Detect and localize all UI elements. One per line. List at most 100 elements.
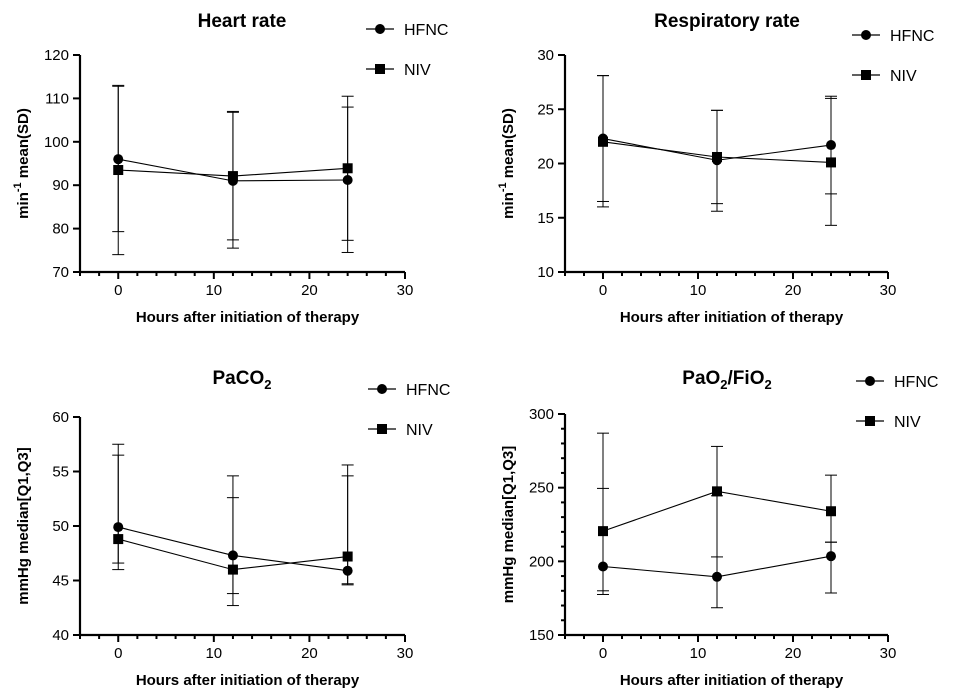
data-point-niv [712,486,722,497]
legend-marker-circle [865,376,875,386]
y-tick-label: 90 [52,177,69,194]
chart-title-main: PaCO [213,368,265,389]
data-point-niv [113,534,124,545]
data-point-niv [227,171,238,182]
y-tick-label: 110 [45,90,69,107]
y-axis-label-main: mmHg median[Q1,Q3] [15,447,32,605]
x-tick-label: 20 [301,282,318,299]
x-tick-label: 20 [301,645,318,662]
y-tick-label: 40 [52,627,69,644]
data-point-niv [227,564,238,575]
y-tick-label: 300 [529,406,554,423]
data-point-hfnc [712,571,722,582]
legend-marker-circle [861,30,871,40]
legend-label-hfnc: HFNC [404,22,448,39]
y-axis-label-superscript: -1 [12,182,24,192]
data-point-niv [598,136,608,147]
data-point-niv [826,506,836,517]
y-axis-label-rest: mean(SD) [500,108,517,182]
y-tick-label: 250 [529,480,554,497]
x-tick-label: 0 [599,282,607,299]
legend-label-niv: NIV [404,62,431,79]
chart-title: PaCO2 [213,368,272,392]
x-tick-label: 20 [785,282,802,299]
chart-panel-4: PaO2/FiO2 150 200 250 300 0 10 20 30 Hours after … [500,368,938,689]
data-point-niv [342,163,353,174]
chart-title-subscript-2: 2 [764,377,771,392]
data-point-niv [712,151,722,162]
legend-marker-circle [375,24,385,34]
y-tick-label: 80 [52,221,69,238]
chart-title-main: Heart rate [198,11,287,32]
chart-title-main: Respiratory rate [654,11,800,32]
series-niv [112,84,354,241]
x-axis-label: Hours after initiation of therapy [620,309,844,326]
y-tick-label: 30 [537,47,554,64]
legend-marker-square [375,64,385,74]
chart-title-suffix: /FiO [728,368,765,389]
y-tick-label: 50 [52,518,69,535]
x-axis-label: Hours after initiation of therapy [620,672,844,689]
legend-label-hfnc: HFNC [894,374,938,391]
series-niv [112,443,354,595]
chart-panel-2: Respiratory rate 10 15 20 25 30 0 10 20 30 Hours a… [497,11,934,326]
x-tick-label: 0 [599,645,607,662]
legend-marker-circle [377,384,387,394]
y-tick-label: 55 [52,464,69,481]
y-axis-label-rest: mean(SD) [15,108,32,182]
y-tick-label: 10 [537,264,554,281]
legend-marker-square [377,424,387,434]
y-axis-label: mmHg median[Q1,Q3] [15,447,32,605]
x-tick-label: 0 [114,645,122,662]
y-axis-label: min-1 mean(SD) [497,108,517,219]
data-point-niv [342,551,353,562]
x-axis-label: Hours after initiation of therapy [136,672,360,689]
legend-label-niv: NIV [894,414,921,431]
data-point-niv [598,526,608,537]
data-point-niv [826,157,836,168]
x-tick-label: 10 [205,282,222,299]
y-tick-label: 60 [52,409,69,426]
y-tick-label: 45 [52,573,69,590]
y-axis-label-superscript: -1 [497,182,509,192]
y-tick-label: 150 [529,627,554,644]
series-niv [597,432,837,595]
x-axis-label: Hours after initiation of therapy [136,309,360,326]
y-tick-label: 25 [537,101,554,118]
legend-label-niv: NIV [890,68,917,85]
legend-marker-square [865,416,875,426]
x-tick-label: 10 [690,282,707,299]
series-niv [597,75,837,226]
chart-title-subscript: 2 [264,377,271,392]
x-tick-label: 30 [397,645,414,662]
y-axis-label-main: min [15,192,32,219]
chart-title-subscript: 2 [720,377,727,392]
data-point-hfnc [826,551,836,562]
x-tick-label: 10 [205,645,222,662]
chart-title: Respiratory rate [654,11,800,32]
x-tick-label: 30 [880,645,897,662]
chart-title: PaO2/FiO2 [682,368,771,392]
y-tick-label: 15 [537,210,554,227]
y-tick-label: 20 [537,156,554,173]
x-tick-label: 20 [785,645,802,662]
x-tick-label: 30 [880,282,897,299]
x-tick-label: 10 [690,645,707,662]
y-tick-label: 100 [44,134,69,151]
legend-label-hfnc: HFNC [890,28,934,45]
x-tick-label: 30 [397,282,414,299]
x-tick-label: 0 [114,282,122,299]
chart-panel-3: PaCO2 40 45 50 55 60 0 10 20 30 Hours after initia… [15,368,450,689]
y-tick-label: 200 [529,553,554,570]
y-axis-label: mmHg median[Q1,Q3] [500,446,517,604]
y-tick-label: 120 [44,47,69,64]
y-tick-label: 70 [52,264,69,281]
chart-title: Heart rate [198,11,287,32]
y-axis-label: min-1 mean(SD) [12,108,32,219]
data-point-niv [113,165,124,176]
chart-panel-1: Heart rate 70 80 90 100 110 120 0 10 20 30 Hours af… [12,11,448,326]
legend-marker-square [861,70,871,80]
legend-label-hfnc: HFNC [406,382,450,399]
y-axis-label-main: mmHg median[Q1,Q3] [500,446,517,604]
